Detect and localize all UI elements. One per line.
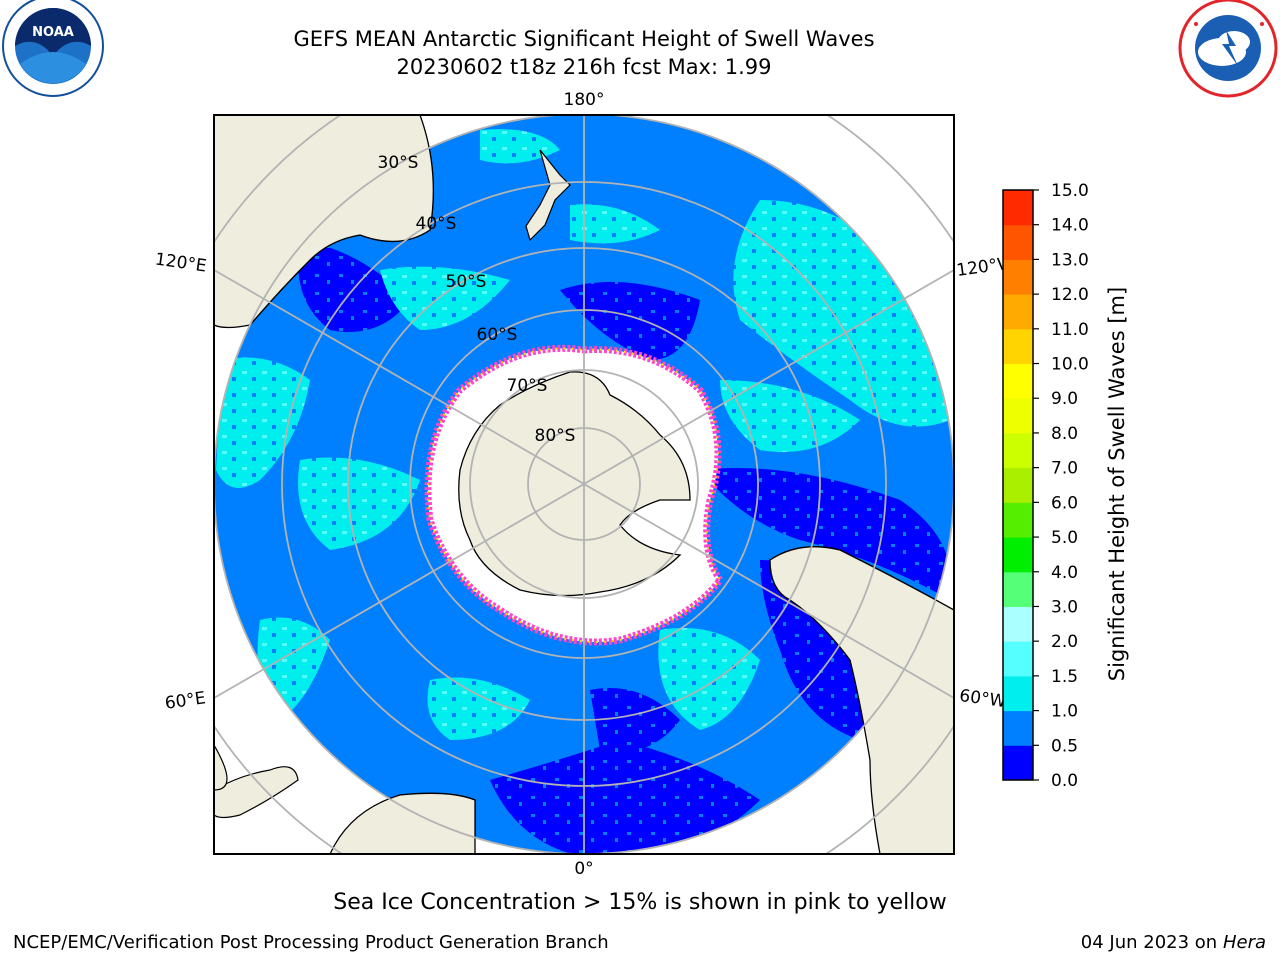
colorbar-tick-label: 3.0 xyxy=(1051,597,1078,617)
graticule xyxy=(214,115,954,854)
colorbar-swatch xyxy=(1003,467,1033,503)
sea-ice-caption: Sea Ice Concentration > 15% is shown in … xyxy=(333,890,947,915)
colorbar-tick-label: 13.0 xyxy=(1051,250,1089,270)
footer-host: Hera xyxy=(1222,932,1266,953)
lon-label-180: 180° xyxy=(564,90,605,110)
colorbar-tick-label: 6.0 xyxy=(1051,493,1078,513)
map-subtitle: 20230602 t18z 216h fcst Max: 1.99 xyxy=(396,55,772,79)
colorbar-tick-label: 9.0 xyxy=(1051,389,1078,409)
map-border xyxy=(213,114,955,855)
colorbar-swatch xyxy=(1003,294,1033,330)
colorbar-swatch xyxy=(1003,502,1033,538)
lon-label-120e: 120°E xyxy=(154,250,208,277)
footer-date-text: 04 Jun 2023 on xyxy=(1080,932,1218,953)
colorbar-tick-label: 11.0 xyxy=(1051,320,1089,340)
lat-label-60s: 60°S xyxy=(477,325,518,345)
colorbar-tick-label: 15.0 xyxy=(1051,181,1089,201)
colorbar-tick-label: 14.0 xyxy=(1051,216,1089,236)
colorbar-border xyxy=(1002,189,1034,781)
lon-label-0: 0° xyxy=(574,859,593,879)
colorbar-tick-label: 1.0 xyxy=(1051,702,1078,722)
noaa-logo-icon: NOAA xyxy=(2,0,104,97)
madagascar-outer xyxy=(214,766,299,819)
colorbar-swatch xyxy=(1003,675,1033,712)
lat-label-80s: 80°S xyxy=(535,426,576,446)
noaa-logo-text: NOAA xyxy=(32,25,74,40)
colorbar-tick-label: 1.5 xyxy=(1051,667,1078,687)
colorbar-swatch xyxy=(1003,606,1033,642)
colorbar-tick-label: 7.0 xyxy=(1051,459,1078,479)
map-title: GEFS MEAN Antarctic Significant Height o… xyxy=(293,27,875,51)
colorbar-tick-label: 8.0 xyxy=(1051,424,1078,444)
lon-label-60w: 60°W xyxy=(958,686,1007,712)
colorbar-swatch xyxy=(1003,363,1033,399)
colorbar-swatch xyxy=(1003,190,1033,226)
lat-label-70s: 70°S xyxy=(507,376,548,396)
south-america-outer xyxy=(769,546,954,854)
colorbar-swatch xyxy=(1003,432,1033,469)
colorbar-swatch xyxy=(1003,571,1033,607)
colorbar-tick-label: 4.0 xyxy=(1051,563,1078,583)
colorbar-swatch xyxy=(1003,745,1033,781)
colorbar-tick-label: 0.5 xyxy=(1051,736,1078,756)
nws-logo-icon xyxy=(1178,0,1278,98)
sea-ice-edge-yellow xyxy=(427,347,722,643)
colorbar-swatch xyxy=(1003,537,1033,573)
colorbar-swatch xyxy=(1003,398,1033,434)
new-zealand-landmass xyxy=(525,149,571,242)
lat-label-40s: 40°S xyxy=(416,214,457,234)
map-frame-area xyxy=(214,115,954,854)
low-swell-regions xyxy=(298,240,952,854)
colorbar-tick-label: 2.0 xyxy=(1051,632,1078,652)
moderate-swell-regions xyxy=(216,129,953,740)
colorbar-tick-label: 10.0 xyxy=(1051,355,1089,375)
colorbar-label: Significant Height of Swell Waves [m] xyxy=(1105,287,1129,681)
colorbar-swatch xyxy=(1003,259,1033,295)
colorbar-tick-label: 5.0 xyxy=(1051,528,1078,548)
colorbar-swatch xyxy=(1003,328,1033,365)
colorbar-swatch xyxy=(1003,710,1033,746)
colorbar-tick-label: 0.0 xyxy=(1051,771,1078,791)
footer-date: 04 Jun 2023 on Hera xyxy=(1081,932,1266,953)
antarctica-landmass xyxy=(458,371,691,597)
lat-label-50s: 50°S xyxy=(446,272,487,292)
africa-outer xyxy=(329,792,476,854)
colorbar-swatch xyxy=(1003,224,1033,260)
lon-label-60e: 60°E xyxy=(164,688,207,713)
colorbar-swatch xyxy=(1003,641,1033,677)
colorbar: 0.0 0.5 1.0 1.5 2.0 3.0 4.0 5.0 6.0 7.0 8.0 9.0 10.0… xyxy=(1002,181,1089,791)
colorbar-tick-label: 12.0 xyxy=(1051,285,1089,305)
footer-credit: NCEP/EMC/Verification Post Processing Pr… xyxy=(13,932,609,953)
lat-label-30s: 30°S xyxy=(378,153,419,173)
